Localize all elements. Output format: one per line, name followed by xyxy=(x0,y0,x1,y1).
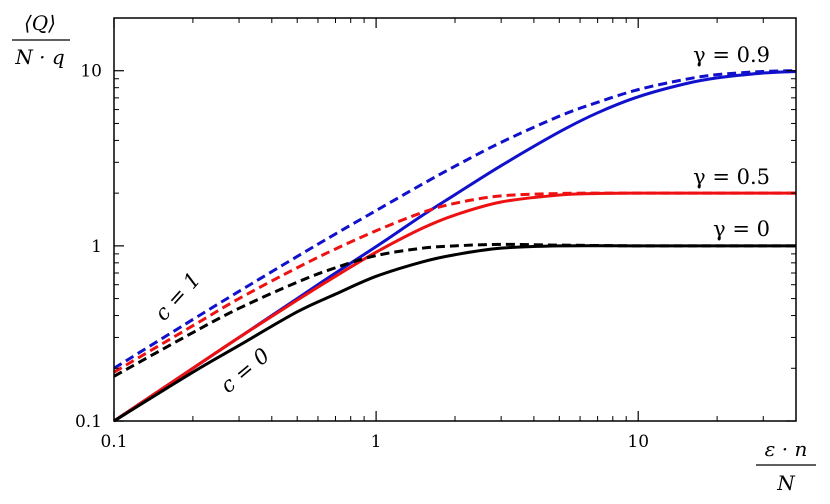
annotation-gamma-0-9: γ = 0.9 xyxy=(693,43,770,67)
y-axis-label-denominator: N · q xyxy=(14,45,64,69)
series-line-gamma-0-5-c-0 xyxy=(113,191,796,423)
series-line-gamma-0-c-0 xyxy=(113,244,796,423)
y-tick-label: 0.1 xyxy=(75,412,102,432)
x-axis-label-denominator: N xyxy=(776,471,796,495)
x-tick-label: 0.1 xyxy=(100,432,127,452)
x-tick-label: 1 xyxy=(371,432,382,452)
y-axis-label-numerator: ⟨Q⟩ xyxy=(24,11,56,35)
series-line-gamma-0-9-c-1 xyxy=(113,69,797,370)
annotation-gamma-0: γ = 0 xyxy=(713,217,770,241)
series-layer xyxy=(113,69,797,423)
x-axis-label-numerator: ε · n xyxy=(765,437,808,461)
y-tick-label: 1 xyxy=(91,237,102,257)
series-line-gamma-0-c-1 xyxy=(113,242,796,378)
series-line-gamma-0-5-c-1 xyxy=(113,191,796,374)
y-tick-label: 10 xyxy=(80,62,102,82)
ticks-layer: 0.1 1 10 0.1 1 10 xyxy=(75,18,796,452)
x-tick-label: 10 xyxy=(627,432,649,452)
annotation-gamma-0-5: γ = 0.5 xyxy=(693,165,770,189)
annotation-c-0: c = 0 xyxy=(216,343,274,397)
annotation-c-1: c = 1 xyxy=(150,268,205,326)
